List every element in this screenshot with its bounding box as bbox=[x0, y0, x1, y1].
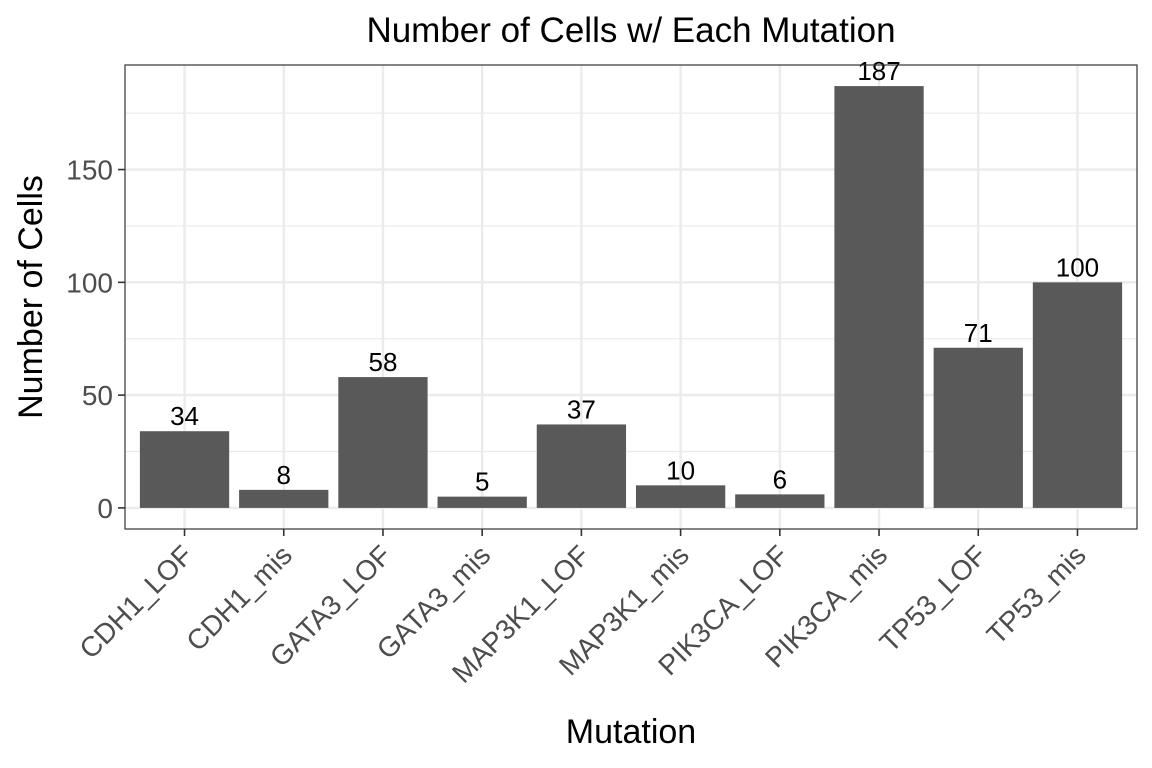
y-tick-label: 150 bbox=[66, 155, 113, 186]
data-label-PIK3CA_LOF: 6 bbox=[773, 464, 787, 494]
panel-border bbox=[124, 64, 1138, 530]
y-axis-title: Number of Cells bbox=[12, 175, 50, 419]
bar-GATA3_LOF bbox=[338, 377, 428, 508]
chart-title: Number of Cells w/ Each Mutation bbox=[366, 11, 895, 50]
bars bbox=[139, 86, 1123, 508]
data-label-TP53_LOF: 71 bbox=[964, 318, 993, 348]
x-tick-label: TP53_mis bbox=[981, 539, 1092, 650]
bar-PIK3CA_LOF bbox=[735, 494, 825, 508]
bar-MAP3K1_mis bbox=[635, 485, 726, 508]
data-label-PIK3CA_mis: 187 bbox=[857, 56, 900, 86]
x-tick-label: CDH1_LOF bbox=[73, 539, 198, 664]
bar-TP53_LOF bbox=[933, 347, 1023, 508]
data-label-MAP3K1_mis: 10 bbox=[666, 455, 695, 485]
bar-PIK3CA_mis bbox=[834, 86, 924, 508]
data-labels: 34 8 58 5 37 10 6 187 71 100 bbox=[170, 56, 1099, 497]
bar-MAP3K1_LOF bbox=[536, 424, 627, 508]
y-tick-label: 100 bbox=[66, 267, 113, 298]
x-axis: CDH1_LOFCDH1_misGATA3_LOFGATA3_misMAP3K1… bbox=[73, 529, 1092, 689]
data-label-CDH1_mis: 8 bbox=[277, 460, 291, 490]
bar-CDH1_mis bbox=[239, 489, 329, 508]
y-tick-label: 50 bbox=[82, 380, 113, 411]
data-label-MAP3K1_LOF: 37 bbox=[567, 394, 596, 424]
data-label-GATA3_LOF: 58 bbox=[368, 347, 397, 377]
x-axis-title: Mutation bbox=[566, 713, 696, 751]
bar-GATA3_mis bbox=[437, 496, 527, 508]
data-label-CDH1_LOF: 34 bbox=[170, 401, 199, 431]
y-axis: 0 50 100 150 bbox=[66, 155, 125, 524]
bar-CDH1_LOF bbox=[139, 431, 230, 508]
data-label-GATA3_mis: 5 bbox=[475, 467, 489, 497]
y-tick-label: 0 bbox=[97, 493, 113, 524]
bar-TP53_mis bbox=[1032, 282, 1123, 508]
x-tick-label: TP53_LOF bbox=[874, 539, 993, 658]
data-label-TP53_mis: 100 bbox=[1056, 252, 1099, 282]
